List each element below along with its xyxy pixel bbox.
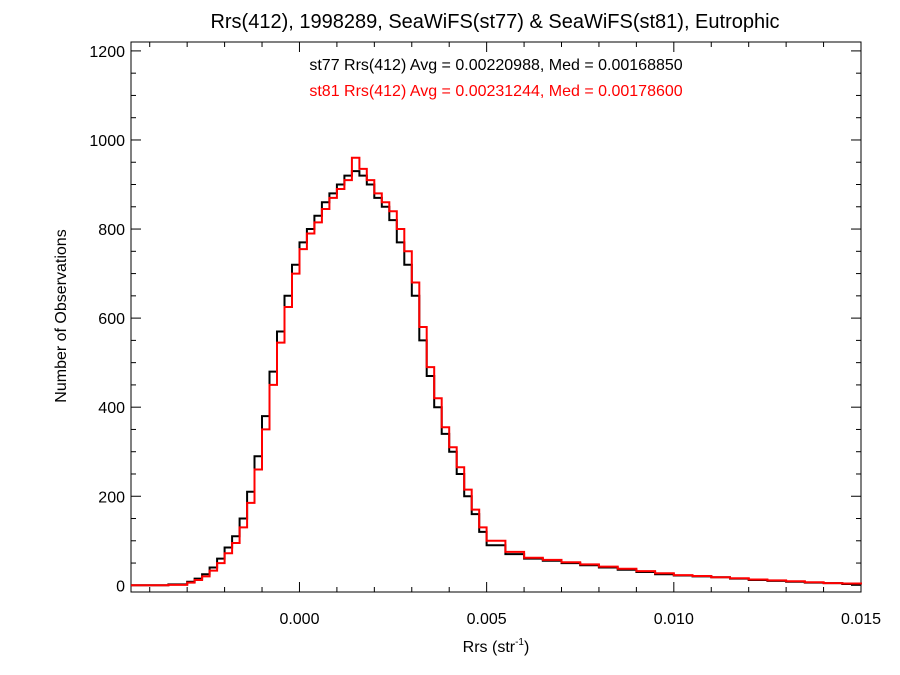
x-axis-label: Rrs (str-1) [463,637,530,656]
chart-title: Rrs(412), 1998289, SeaWiFS(st77) & SeaWi… [210,11,779,33]
x-tick-label: 0.015 [841,611,881,628]
annotation-st81: st81 Rrs(412) Avg = 0.00231244, Med = 0.… [309,83,682,100]
annotation-st77: st77 Rrs(412) Avg = 0.00220988, Med = 0.… [309,57,682,74]
x-axis-label-sup: -1 [515,637,524,648]
x-axis-label-close: ) [524,639,529,656]
y-tick-label: 0 [116,578,125,595]
series-line-st77 [131,170,862,587]
y-axis-label: Number of Observations [53,229,70,402]
x-tick-label: 0.010 [654,611,694,628]
y-tick-label: 800 [98,222,125,239]
series-line-st81 [131,156,862,587]
y-tick-label: 1200 [89,44,125,61]
x-axis-label-main: Rrs (str [463,639,516,656]
plot-frame [130,41,862,593]
y-tick-label: 600 [98,311,125,328]
y-tick-label: 400 [98,400,125,417]
y-tick-label: 1000 [89,133,125,150]
x-tick-label: 0.000 [279,611,319,628]
series-group [131,156,862,587]
x-axis: 0.000 0.005 0.010 0.015 [149,42,881,628]
x-tick-label: 0.005 [467,611,507,628]
y-axis: 0 200 400 600 800 1000 1200 [89,44,861,595]
y-tick-label: 200 [98,489,125,506]
